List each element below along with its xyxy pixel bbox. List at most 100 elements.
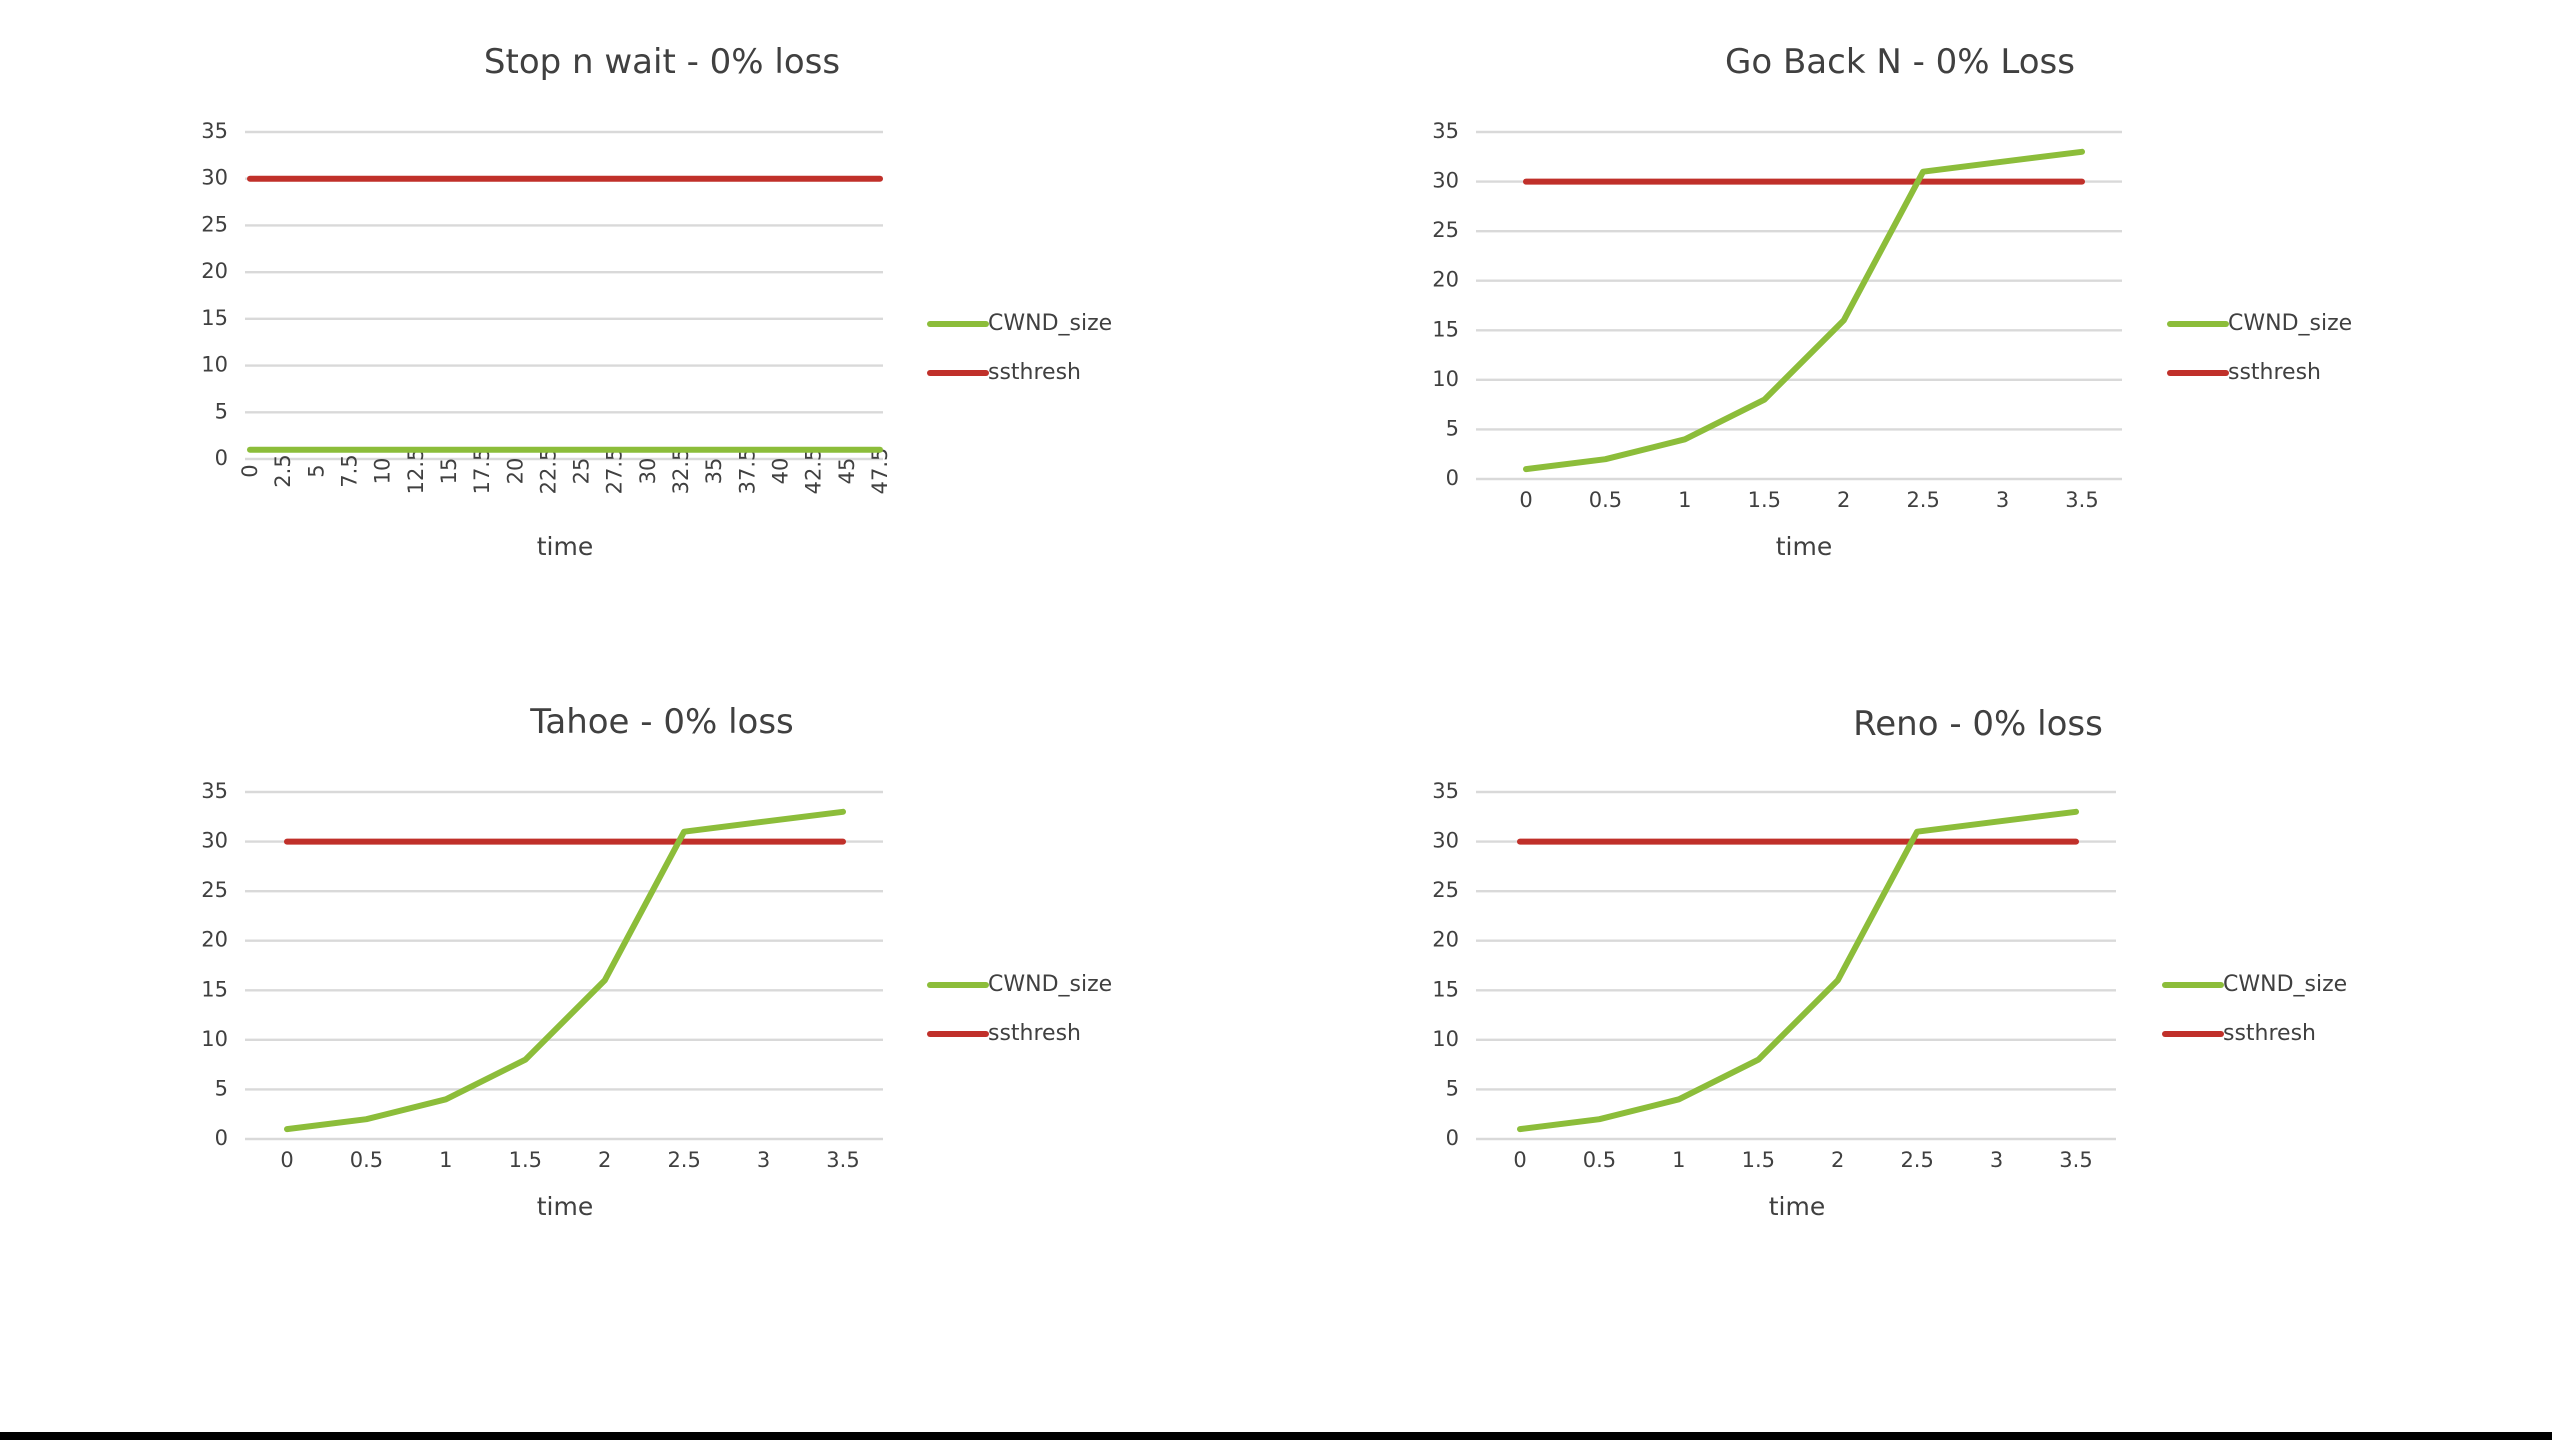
series-line-CWND_size	[1517, 808, 2079, 1133]
chart-title: Stop n wait - 0% loss	[484, 42, 840, 82]
x-tick-label: 15	[437, 458, 461, 485]
chart-title: Go Back N - 0% Loss	[1725, 42, 2075, 82]
y-tick-label: 10	[1432, 367, 1459, 391]
y-tick-label: 10	[1432, 1027, 1459, 1051]
bottom-border	[0, 1432, 2552, 1440]
x-tick-label: 1	[1678, 488, 1691, 512]
chart-title: Tahoe - 0% loss	[529, 702, 794, 742]
x-tick-label: 40	[769, 458, 793, 485]
legend-label-ssthresh: ssthresh	[2223, 1021, 2316, 1046]
x-tick-label: 0	[238, 464, 262, 477]
x-tick-label: 45	[835, 458, 859, 485]
y-tick-label: 5	[215, 1076, 228, 1100]
x-axis-title: time	[537, 532, 593, 561]
legend-label-CWND_size: CWND_size	[2228, 311, 2352, 336]
x-tick-label: 0	[280, 1148, 293, 1172]
x-tick-label: 1	[439, 1148, 452, 1172]
x-tick-label: 20	[503, 458, 527, 485]
chart-title: Reno - 0% loss	[1853, 704, 2103, 744]
x-tick-label: 0.5	[1583, 1148, 1616, 1172]
y-tick-label: 0	[1446, 466, 1459, 490]
legend-label-CWND_size: CWND_size	[988, 311, 1112, 336]
y-tick-label: 15	[201, 306, 228, 330]
x-tick-label: 32.5	[669, 448, 693, 495]
y-tick-label: 5	[1446, 1076, 1459, 1100]
y-tick-label: 25	[201, 878, 228, 902]
x-tick-label: 0.5	[1589, 488, 1622, 512]
y-tick-label: 25	[1432, 218, 1459, 242]
y-tick-label: 15	[1432, 317, 1459, 341]
y-tick-label: 25	[1432, 878, 1459, 902]
x-tick-label: 2.5	[271, 454, 295, 487]
y-tick-label: 20	[1432, 268, 1459, 292]
chart-3: Tahoe - 0% loss 0 5 10 15 20 25 30 35 0 0.5 1 1.5 2 2.…	[201, 702, 1112, 1221]
x-tick-label: 25	[570, 458, 594, 485]
x-tick-label: 35	[702, 458, 726, 485]
x-tick-label: 7.5	[337, 454, 361, 487]
x-tick-label: 0	[1513, 1148, 1526, 1172]
x-axis-title: time	[537, 1192, 593, 1221]
legend-label-ssthresh: ssthresh	[988, 1021, 1081, 1046]
y-tick-label: 25	[201, 212, 228, 236]
legend-label-ssthresh: ssthresh	[2228, 360, 2321, 385]
x-tick-label: 5	[304, 464, 328, 477]
legend-label-CWND_size: CWND_size	[2223, 972, 2347, 997]
x-tick-label: 1	[1672, 1148, 1685, 1172]
x-tick-label: 3.5	[2065, 488, 2098, 512]
y-tick-label: 30	[201, 166, 228, 190]
x-tick-label: 42.5	[802, 448, 826, 495]
y-tick-label: 0	[215, 1126, 228, 1150]
x-axis-title: time	[1769, 1192, 1825, 1221]
y-tick-label: 20	[201, 259, 228, 283]
y-tick-label: 35	[201, 779, 228, 803]
x-tick-label: 3.5	[2059, 1148, 2092, 1172]
y-tick-label: 10	[201, 1027, 228, 1051]
x-tick-label: 1.5	[1748, 488, 1781, 512]
y-tick-label: 10	[201, 353, 228, 377]
y-tick-label: 20	[1432, 928, 1459, 952]
x-tick-label: 30	[636, 458, 660, 485]
x-tick-label: 2.5	[1900, 1148, 1933, 1172]
x-tick-label: 3.5	[826, 1148, 859, 1172]
chart-4: Reno - 0% loss 0 5 10 15 20 25 30 35 0 0.5 1 1.5 2 2.5…	[1432, 704, 2347, 1221]
x-tick-label: 3	[757, 1148, 770, 1172]
x-tick-label: 17.5	[470, 448, 494, 495]
series-line-CWND_size	[1523, 148, 2085, 473]
x-tick-label: 2.5	[1906, 488, 1939, 512]
y-tick-label: 35	[201, 119, 228, 143]
x-tick-label: 10	[371, 458, 395, 485]
x-tick-label: 22.5	[536, 448, 560, 495]
y-tick-label: 30	[201, 829, 228, 853]
x-tick-label: 12.5	[404, 448, 428, 495]
x-tick-label: 27.5	[603, 448, 627, 495]
x-axis-title: time	[1776, 532, 1832, 561]
x-tick-label: 1.5	[1742, 1148, 1775, 1172]
x-tick-label: 37.5	[735, 448, 759, 495]
y-tick-label: 0	[215, 446, 228, 470]
x-tick-label: 2	[1837, 488, 1850, 512]
y-tick-label: 5	[215, 399, 228, 423]
y-tick-label: 20	[201, 928, 228, 952]
x-tick-label: 47.5	[868, 448, 892, 495]
x-tick-label: 0	[1519, 488, 1532, 512]
x-tick-label: 1.5	[509, 1148, 542, 1172]
y-tick-label: 15	[201, 977, 228, 1001]
chart-2: Go Back N - 0% Loss 0 5 10 15 20 25 30 35 0 0.5 1 1.…	[1432, 42, 2352, 561]
legend-label-CWND_size: CWND_size	[988, 972, 1112, 997]
x-tick-label: 2.5	[667, 1148, 700, 1172]
y-tick-label: 0	[1446, 1126, 1459, 1150]
series-line-CWND_size	[284, 808, 846, 1133]
y-tick-label: 30	[1432, 829, 1459, 853]
x-tick-label: 2	[598, 1148, 611, 1172]
chart-1: Stop n wait - 0% loss 0 5 10 15 20 25 30 35 0 2.5 5…	[201, 42, 1112, 561]
x-tick-label: 2	[1831, 1148, 1844, 1172]
legend-label-ssthresh: ssthresh	[988, 360, 1081, 385]
y-tick-label: 35	[1432, 119, 1459, 143]
y-tick-label: 5	[1446, 416, 1459, 440]
y-tick-label: 35	[1432, 779, 1459, 803]
y-tick-label: 15	[1432, 977, 1459, 1001]
x-tick-label: 3	[1990, 1148, 2003, 1172]
x-tick-label: 3	[1996, 488, 2009, 512]
x-tick-label: 0.5	[350, 1148, 383, 1172]
